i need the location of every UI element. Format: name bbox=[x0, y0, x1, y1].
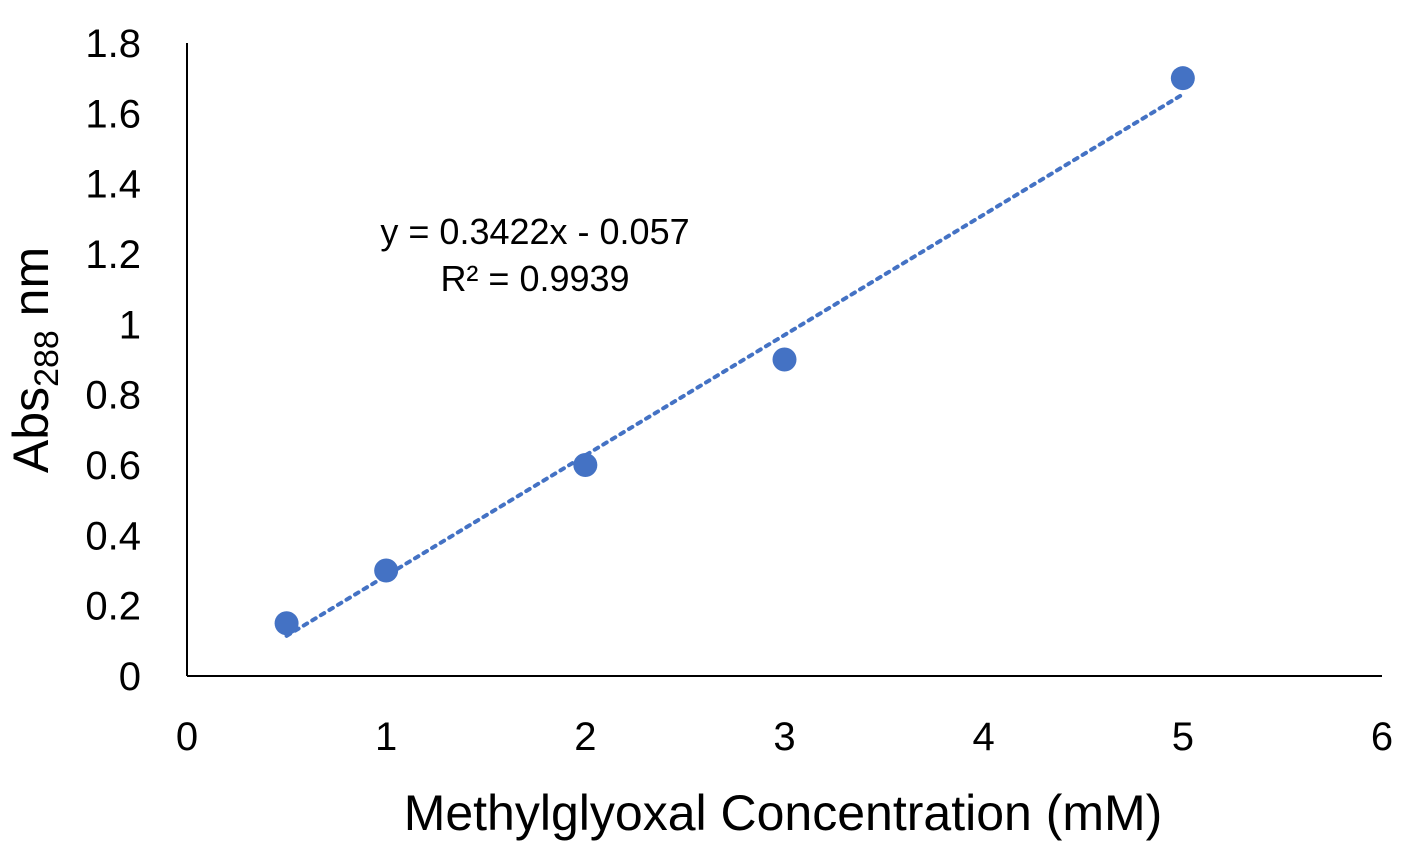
y-tick-label: 0.8 bbox=[85, 374, 141, 418]
y-tick-label: 0.2 bbox=[85, 585, 141, 629]
y-tick-label: 0.6 bbox=[85, 444, 141, 488]
data-point bbox=[274, 611, 299, 636]
y-tick-label: 1.8 bbox=[85, 22, 141, 66]
data-point bbox=[1170, 66, 1195, 91]
x-tick-label: 5 bbox=[1172, 715, 1194, 759]
data-point bbox=[772, 347, 797, 372]
x-tick-label: 2 bbox=[574, 715, 596, 759]
plot-area bbox=[186, 43, 1382, 677]
y-tick-label: 1.6 bbox=[85, 92, 141, 136]
y-tick-label: 1.2 bbox=[85, 233, 141, 277]
y-axis-title-main: Abs bbox=[3, 387, 59, 473]
y-axis-title-subscript: 288 bbox=[28, 330, 66, 387]
trendline-equation: y = 0.3422x - 0.057 bbox=[380, 211, 689, 252]
x-tick-label: 1 bbox=[375, 715, 397, 759]
y-tick-label: 0.4 bbox=[85, 514, 141, 558]
y-axis-title: Abs288 nm bbox=[3, 247, 66, 473]
x-tick-label: 6 bbox=[1371, 715, 1393, 759]
trendline-group bbox=[284, 92, 1185, 638]
data-point bbox=[374, 558, 399, 583]
data-point bbox=[573, 453, 598, 477]
x-axis-title: Methylglyoxal Concentration (mM) bbox=[404, 785, 1163, 841]
r-squared-label: R² = 0.9939 bbox=[440, 258, 629, 299]
y-axis-ticks: 0 0.2 0.4 0.6 0.8 1 1.2 1.4 1.6 1.8 bbox=[85, 22, 141, 699]
y-tick-label: 1 bbox=[119, 303, 141, 347]
data-points bbox=[274, 66, 1195, 636]
y-tick-label: 0 bbox=[119, 655, 141, 699]
y-axis-title-suffix: nm bbox=[3, 247, 59, 330]
x-tick-label: 3 bbox=[773, 715, 795, 759]
trendline bbox=[284, 92, 1185, 638]
x-tick-label: 0 bbox=[176, 715, 198, 759]
x-axis-ticks: 0 1 2 3 4 5 6 bbox=[176, 715, 1393, 759]
y-tick-label: 1.4 bbox=[85, 163, 141, 207]
x-tick-label: 4 bbox=[973, 715, 995, 759]
